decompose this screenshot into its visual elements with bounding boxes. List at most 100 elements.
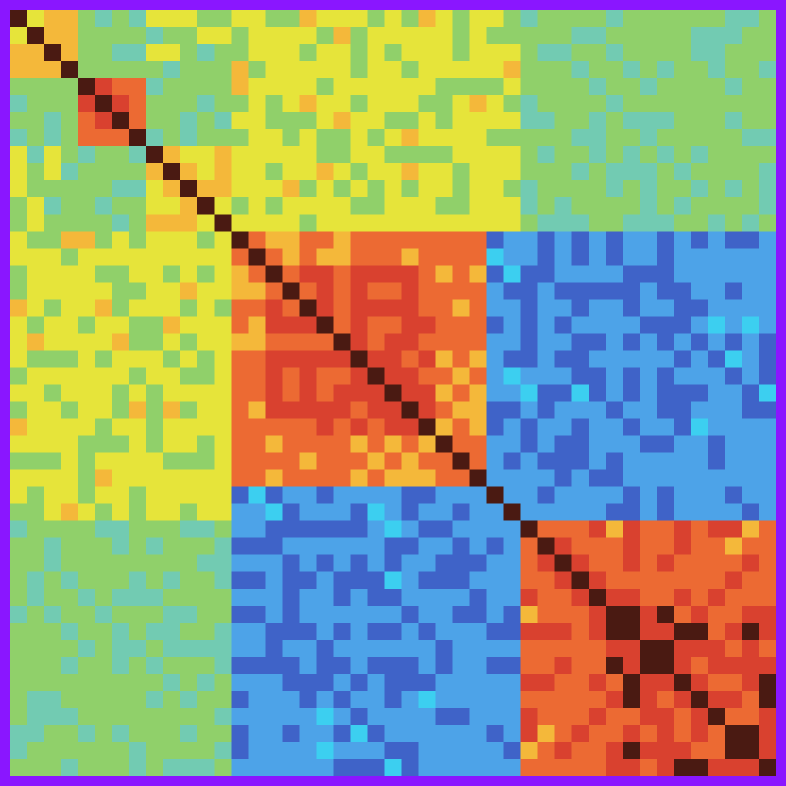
heatmap-cell (27, 61, 45, 79)
heatmap-cell (231, 486, 249, 505)
heatmap-cell (282, 214, 300, 232)
heatmap-cell (588, 180, 607, 198)
heatmap-cell (27, 282, 45, 300)
heatmap-cell (78, 180, 96, 198)
heatmap-cell (316, 486, 335, 505)
heatmap-cell (622, 503, 641, 522)
heatmap-cell (486, 418, 505, 437)
heatmap-cell (537, 503, 556, 522)
heatmap-cell (758, 112, 776, 130)
heatmap-cell (707, 265, 726, 283)
heatmap-cell (537, 350, 556, 369)
heatmap-cell (707, 78, 726, 96)
heatmap-cell (571, 78, 590, 96)
heatmap-cell (180, 588, 198, 607)
heatmap-cell (656, 622, 675, 641)
heatmap-cell (554, 605, 573, 624)
heatmap-cell (248, 469, 266, 488)
heatmap-cell (282, 690, 300, 709)
heatmap-cell (112, 401, 130, 420)
heatmap-cell (520, 95, 539, 113)
heatmap-cell (61, 758, 79, 776)
heatmap-cell (10, 673, 28, 692)
heatmap-cell (10, 401, 28, 420)
heatmap-cell (146, 367, 164, 386)
heatmap-cell (78, 639, 96, 658)
heatmap-cell (146, 333, 164, 352)
heatmap-cell (469, 44, 488, 62)
heatmap-cell (639, 265, 658, 283)
heatmap-cell (707, 248, 726, 266)
heatmap-cell (554, 197, 573, 215)
heatmap-cell (95, 656, 113, 675)
heatmap-cell (146, 452, 164, 471)
heatmap-cell (180, 95, 198, 113)
heatmap-cell (27, 350, 45, 369)
heatmap-cell (486, 435, 505, 454)
heatmap-cell (299, 180, 317, 198)
heatmap-cell (622, 571, 641, 590)
heatmap-cell (350, 605, 369, 624)
heatmap-cell (741, 622, 760, 641)
heatmap-cell (690, 622, 709, 641)
heatmap-cell (401, 265, 420, 283)
heatmap-cell (622, 707, 641, 726)
heatmap-cell (129, 622, 147, 641)
heatmap-cell (163, 44, 181, 62)
heatmap-cell (10, 95, 28, 113)
heatmap-cell (690, 282, 709, 300)
heatmap-cell (44, 299, 62, 317)
heatmap-cell (588, 78, 607, 96)
heatmap-cell (401, 350, 420, 369)
heatmap-cell (588, 656, 607, 675)
heatmap-cell (401, 741, 420, 760)
heatmap-cell (435, 418, 454, 437)
heatmap-cell (78, 622, 96, 641)
heatmap-cell (299, 163, 317, 181)
heatmap-cell (44, 673, 62, 692)
heatmap-cell (248, 503, 266, 522)
heatmap-cell (95, 571, 113, 590)
heatmap-cell (486, 520, 505, 539)
heatmap-cell (146, 282, 164, 300)
heatmap-cell (554, 214, 573, 232)
heatmap-cell (299, 61, 317, 79)
heatmap-cell (248, 605, 266, 624)
heatmap-cell (299, 673, 317, 692)
heatmap-cell (418, 554, 437, 573)
heatmap-cell (452, 401, 471, 420)
heatmap-cell (214, 486, 232, 505)
heatmap-cell (758, 571, 776, 590)
heatmap-cell (350, 333, 369, 352)
heatmap-cell (520, 707, 539, 726)
heatmap-cell (707, 384, 726, 403)
heatmap-cell (197, 452, 215, 471)
heatmap-cell (418, 129, 437, 147)
heatmap-cell (401, 384, 420, 403)
heatmap-cell (231, 724, 249, 743)
heatmap-cell (231, 163, 249, 181)
heatmap-cell (554, 180, 573, 198)
heatmap-cell (214, 605, 232, 624)
heatmap-cell (707, 622, 726, 641)
heatmap-cell (724, 656, 743, 675)
heatmap-cell (180, 146, 198, 164)
heatmap-cell (197, 265, 215, 283)
heatmap-cell (741, 571, 760, 590)
heatmap-cell (741, 10, 760, 28)
heatmap-cell (61, 248, 79, 266)
heatmap-cell (197, 639, 215, 658)
heatmap-cell (163, 180, 181, 198)
heatmap-cell (197, 758, 215, 776)
heatmap-cell (605, 146, 624, 164)
heatmap-cell (452, 231, 471, 249)
heatmap-cell (384, 656, 403, 675)
heatmap-cell (44, 265, 62, 283)
heatmap-cell (316, 265, 335, 283)
heatmap-cell (10, 44, 28, 62)
heatmap-cell (129, 673, 147, 692)
heatmap-cell (656, 656, 675, 675)
heatmap-cell (180, 78, 198, 96)
heatmap-cell (554, 44, 573, 62)
heatmap-cell (112, 146, 130, 164)
